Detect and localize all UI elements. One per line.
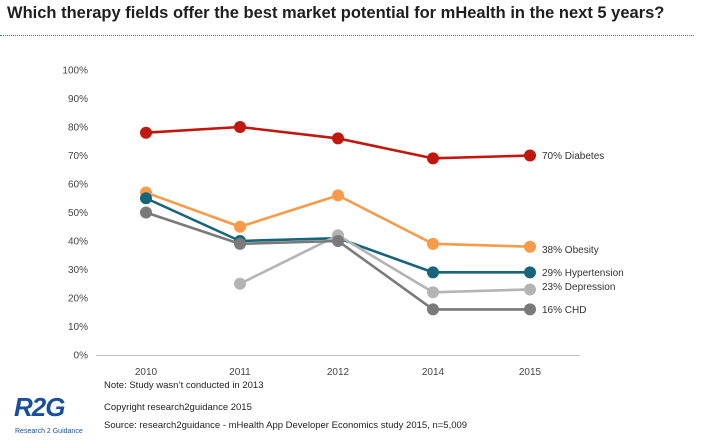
- data-point: [332, 132, 344, 145]
- data-point: [140, 192, 152, 205]
- data-point: [524, 240, 536, 253]
- y-tick-label: 80%: [68, 123, 88, 134]
- series-end-label: 16% CHD: [542, 305, 586, 316]
- y-tick-label: 20%: [68, 294, 88, 305]
- y-tick-label: 30%: [68, 265, 88, 276]
- data-point: [234, 237, 246, 250]
- series-end-label: 29% Hypertension: [542, 268, 624, 279]
- logo-subtitle: Research 2 Guidance: [15, 428, 83, 435]
- data-point: [524, 149, 536, 162]
- series-diabetes: 70% Diabetes: [140, 121, 604, 165]
- data-point: [427, 266, 439, 279]
- source-text: Source: research2guidance - mHealth App …: [104, 420, 468, 431]
- x-tick-label: 2010: [135, 367, 158, 378]
- series-end-label: 23% Depression: [542, 282, 615, 293]
- series-chd: 16% CHD: [140, 206, 586, 316]
- data-point: [427, 303, 439, 316]
- x-tick-label: 2015: [519, 367, 542, 378]
- y-tick-label: 0%: [74, 351, 89, 362]
- y-tick-label: 90%: [68, 94, 88, 105]
- series-line: [145, 211, 530, 311]
- data-point: [234, 277, 246, 290]
- r2g-logo: R2G Research 2 Guidance: [14, 392, 92, 442]
- logo-mark: R2G: [14, 392, 65, 422]
- chart-title: Which therapy fields offer the best mark…: [7, 4, 665, 22]
- data-point: [524, 266, 536, 279]
- data-point: [524, 283, 536, 296]
- series-obesity: 38% Obesity: [140, 186, 599, 256]
- data-point: [427, 152, 439, 165]
- data-point: [332, 235, 344, 247]
- x-tick-label: 2012: [327, 367, 350, 378]
- data-point: [427, 286, 439, 299]
- series-line: [239, 234, 531, 294]
- y-tick-label: 10%: [68, 322, 88, 333]
- y-tick-label: 40%: [68, 237, 88, 248]
- data-point: [524, 303, 536, 316]
- copyright-text: Copyright research2guidance 2015: [104, 402, 252, 413]
- data-point: [427, 237, 439, 250]
- data-point: [332, 189, 344, 202]
- data-point: [234, 121, 246, 133]
- data-point: [234, 220, 246, 233]
- data-point: [140, 206, 152, 219]
- note-text: Note: Study wasn’t conducted in 2013: [104, 380, 264, 391]
- y-tick-label: 60%: [68, 180, 88, 191]
- x-tick-label: 2014: [422, 367, 445, 378]
- title-divider: [0, 35, 694, 36]
- y-tick-label: 100%: [62, 66, 88, 77]
- series-end-label: 38% Obesity: [542, 245, 599, 256]
- data-point: [140, 126, 152, 139]
- series-end-label: 70% Diabetes: [542, 151, 604, 162]
- y-tick-label: 70%: [68, 151, 88, 162]
- x-tick-label: 2011: [229, 367, 251, 378]
- y-tick-label: 50%: [68, 208, 88, 219]
